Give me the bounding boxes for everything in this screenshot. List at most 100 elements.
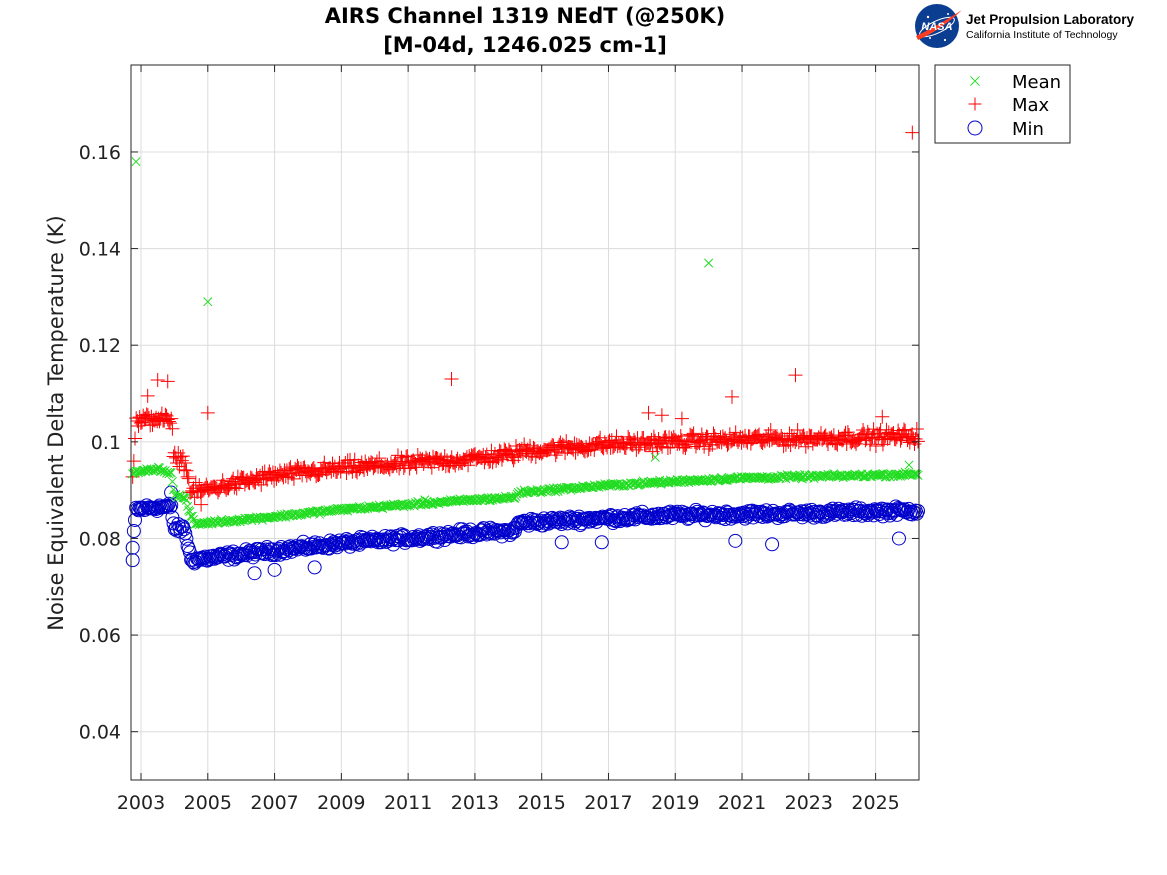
data-point-max bbox=[135, 415, 150, 430]
data-point-max bbox=[178, 456, 193, 471]
data-point-min bbox=[267, 547, 282, 562]
data-point-min bbox=[378, 528, 393, 543]
outlier-point-mean bbox=[420, 495, 430, 505]
outlier-point-max bbox=[654, 408, 669, 423]
legend-entry-max: Max bbox=[1012, 95, 1050, 116]
data-point-mean bbox=[538, 487, 548, 497]
data-point-max bbox=[262, 464, 277, 479]
data-point-mean bbox=[698, 476, 708, 486]
series-max bbox=[125, 125, 925, 512]
data-point-max bbox=[180, 469, 195, 484]
data-point-mean bbox=[567, 484, 577, 494]
y-tick-label: 0.1 bbox=[91, 432, 121, 454]
data-point-mean bbox=[727, 474, 737, 484]
data-point-max bbox=[420, 452, 435, 467]
outlier-point-max bbox=[905, 125, 920, 140]
outlier-point-max bbox=[160, 374, 175, 389]
data-point-min bbox=[272, 547, 287, 562]
data-point-max bbox=[161, 414, 176, 429]
data-point-min bbox=[126, 524, 141, 539]
data-point-mean bbox=[237, 515, 248, 525]
data-point-min bbox=[475, 523, 490, 538]
data-point-max bbox=[724, 434, 739, 449]
data-point-max bbox=[340, 453, 355, 468]
data-point-min bbox=[459, 524, 474, 539]
data-point-mean bbox=[893, 471, 903, 481]
data-point-min bbox=[906, 504, 921, 519]
x-tick-label: 2021 bbox=[718, 792, 766, 814]
data-point-max bbox=[461, 458, 476, 473]
data-point-max bbox=[794, 432, 809, 447]
data-point-max bbox=[372, 451, 387, 466]
data-point-min bbox=[910, 503, 925, 518]
x-tick-label: 2017 bbox=[584, 792, 632, 814]
y-tick-label: 0.16 bbox=[79, 142, 121, 164]
data-point-mean bbox=[849, 471, 859, 481]
outlier-point-mean bbox=[203, 297, 213, 307]
data-point-max bbox=[286, 471, 301, 486]
data-point-min bbox=[653, 509, 668, 524]
x-tick-label: 2011 bbox=[384, 792, 432, 814]
y-axis-tick-labels: 0.04 0.06 0.08 0.1 0.12 0.14 0.16 bbox=[79, 142, 121, 744]
outlier-point-mean bbox=[650, 452, 660, 462]
data-point-max bbox=[785, 433, 800, 448]
data-point-max bbox=[908, 432, 923, 447]
data-point-max bbox=[504, 447, 519, 462]
jpl-logo: NASA Jet Propulsion Laboratory Californi… bbox=[915, 4, 1135, 48]
legend: Mean Max Min bbox=[934, 64, 1071, 144]
legend-marker-min bbox=[967, 120, 983, 136]
outlier-point-mean bbox=[904, 460, 914, 470]
data-point-mean bbox=[894, 469, 904, 479]
data-point-min bbox=[842, 502, 857, 517]
y-tick-label: 0.08 bbox=[79, 528, 121, 550]
data-point-max bbox=[347, 452, 362, 467]
data-point-max bbox=[278, 469, 293, 484]
outlier-point-min bbox=[891, 531, 906, 546]
legend-entry-min: Min bbox=[1012, 119, 1044, 140]
data-point-mean bbox=[913, 470, 923, 480]
series-layer bbox=[125, 125, 925, 581]
data-point-min bbox=[547, 512, 562, 527]
x-tick-label: 2025 bbox=[851, 792, 899, 814]
outlier-point-min bbox=[307, 560, 322, 575]
outlier-point-max bbox=[140, 388, 155, 403]
x-tick-label: 2003 bbox=[117, 792, 165, 814]
legend-marker-mean bbox=[970, 76, 980, 86]
data-point-max bbox=[641, 435, 656, 450]
data-point-max bbox=[424, 460, 439, 475]
data-point-mean bbox=[166, 468, 176, 478]
data-point-max bbox=[663, 440, 678, 455]
data-point-min bbox=[128, 512, 143, 527]
data-point-mean bbox=[325, 506, 335, 516]
data-point-max bbox=[627, 432, 642, 447]
data-point-max bbox=[686, 426, 701, 441]
data-point-max bbox=[507, 450, 522, 465]
data-point-min bbox=[499, 525, 514, 540]
data-point-mean bbox=[280, 509, 290, 520]
x-tick-label: 2019 bbox=[651, 792, 699, 814]
data-point-mean bbox=[468, 496, 478, 506]
data-point-min bbox=[535, 518, 550, 533]
x-tick-label: 2009 bbox=[317, 792, 365, 814]
chart-subtitle: [M-04d, 1246.025 cm-1] bbox=[383, 33, 667, 57]
data-point-max bbox=[840, 425, 855, 440]
data-point-max bbox=[128, 431, 143, 446]
outlier-point-min bbox=[554, 535, 569, 550]
data-point-min bbox=[265, 542, 280, 557]
outlier-point-mean bbox=[131, 157, 141, 167]
data-point-max bbox=[877, 432, 892, 447]
data-point-max bbox=[868, 439, 883, 454]
data-point-max bbox=[898, 423, 913, 438]
outlier-point-max bbox=[641, 405, 656, 420]
data-point-min bbox=[540, 514, 555, 529]
outlier-point-max bbox=[150, 372, 165, 387]
chart-title: AIRS Channel 1319 NEdT (@250K) bbox=[325, 4, 726, 28]
y-tick-label: 0.06 bbox=[79, 625, 121, 647]
data-point-max bbox=[678, 441, 693, 456]
data-point-max bbox=[517, 437, 532, 452]
data-point-max bbox=[763, 423, 778, 438]
x-tick-label: 2013 bbox=[451, 792, 499, 814]
data-point-min bbox=[742, 506, 757, 521]
data-point-max bbox=[587, 442, 602, 457]
